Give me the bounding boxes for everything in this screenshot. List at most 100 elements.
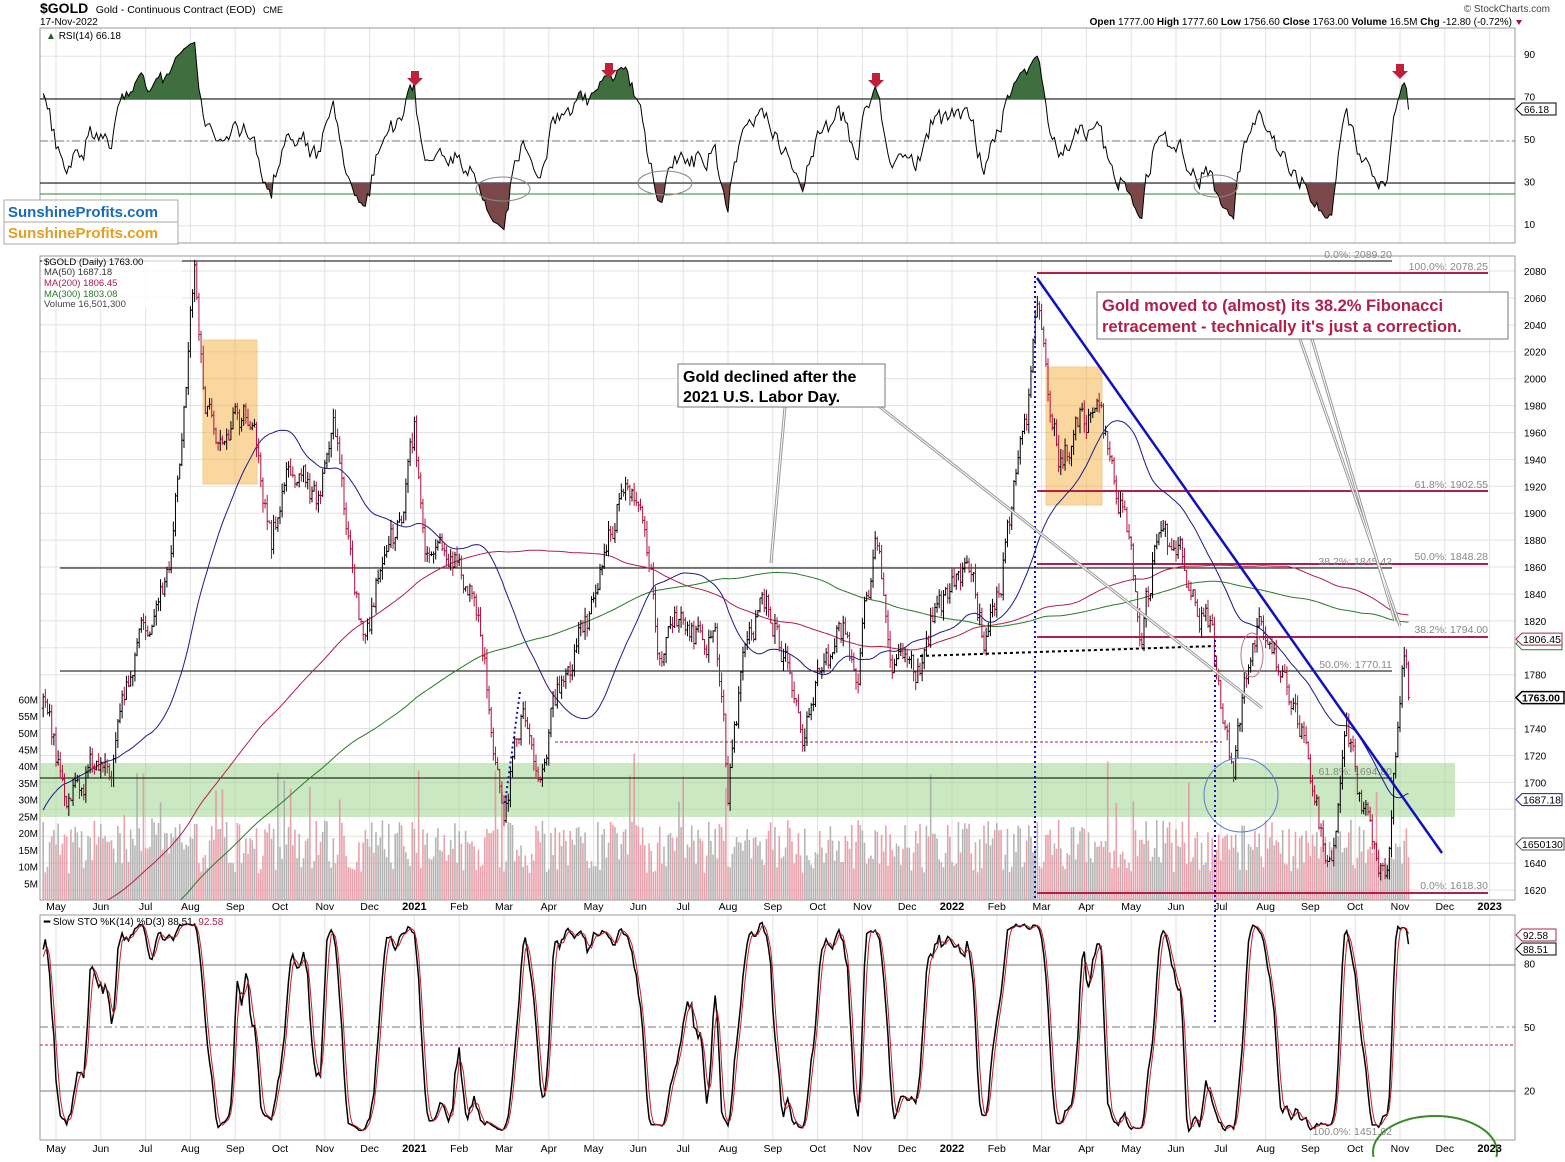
price-tick-label: 1940 bbox=[1524, 455, 1547, 466]
volume-bar bbox=[964, 823, 966, 900]
volume-bar bbox=[424, 844, 426, 900]
price-bar bbox=[444, 546, 448, 567]
volume-bar bbox=[701, 841, 704, 900]
price-tick-label: 1900 bbox=[1524, 509, 1547, 520]
open-value: 1777.00 bbox=[1118, 17, 1155, 28]
volume-bar bbox=[341, 822, 343, 900]
fib-label: 100.0%: 2078.25 bbox=[1409, 261, 1489, 273]
price-bar bbox=[1125, 506, 1129, 533]
price-bar bbox=[929, 607, 933, 648]
price-bar bbox=[873, 531, 877, 560]
volume-bar bbox=[68, 873, 70, 900]
volume-bar bbox=[548, 869, 550, 900]
volume-bar bbox=[1132, 801, 1135, 900]
volume-bar bbox=[646, 872, 648, 900]
price-bar bbox=[1159, 521, 1163, 538]
volume-bar bbox=[304, 840, 307, 900]
svg-text:Gold moved to (almost) its 38.: Gold moved to (almost) its 38.2% Fibonac… bbox=[1102, 297, 1443, 315]
volume-bar bbox=[159, 802, 162, 900]
price-bar bbox=[583, 607, 587, 640]
volume-bar bbox=[97, 837, 100, 900]
volume-bar bbox=[663, 846, 665, 900]
volume-bar bbox=[612, 824, 614, 900]
volume-bar bbox=[1224, 835, 1226, 900]
price-bar bbox=[743, 643, 747, 658]
volume-bar bbox=[970, 853, 972, 900]
volume-bar bbox=[441, 851, 443, 900]
ma200-line bbox=[106, 549, 1409, 900]
volume-bar bbox=[1106, 761, 1109, 900]
volume-bar bbox=[786, 820, 789, 900]
price-bar bbox=[173, 493, 177, 537]
volume-bar bbox=[432, 856, 435, 900]
volume-bar bbox=[1369, 846, 1371, 900]
volume-bar bbox=[1070, 827, 1073, 900]
volume-bar bbox=[725, 787, 727, 900]
price-bar bbox=[353, 564, 357, 596]
volume-bar bbox=[157, 822, 160, 900]
price-bar bbox=[771, 622, 775, 637]
volume-bar bbox=[119, 833, 121, 900]
price-bar bbox=[762, 588, 766, 613]
volume-bar bbox=[791, 841, 793, 900]
volume-bar bbox=[221, 789, 224, 900]
volume-bar bbox=[776, 867, 778, 900]
volume-bar bbox=[1390, 856, 1393, 900]
volume-bar bbox=[1316, 832, 1318, 900]
volume-bar bbox=[955, 863, 958, 900]
price-bar bbox=[1402, 647, 1406, 677]
copyright: © StockCharts.com bbox=[1464, 4, 1550, 15]
price-bar bbox=[280, 483, 284, 518]
volume-bar bbox=[513, 861, 516, 900]
volume-bar bbox=[437, 828, 439, 900]
price-bar bbox=[963, 557, 967, 573]
volume-bar bbox=[223, 837, 226, 900]
volume-bar bbox=[95, 844, 98, 900]
fib-label: 38.2%: 1794.00 bbox=[1414, 624, 1488, 636]
volume-bar bbox=[426, 833, 428, 900]
price-bar bbox=[924, 630, 928, 656]
price-bar bbox=[681, 611, 685, 625]
price-bar bbox=[1251, 643, 1255, 667]
volume-bar bbox=[281, 858, 283, 900]
month-label: 2022 bbox=[940, 901, 964, 913]
price-bar bbox=[455, 546, 459, 568]
fibonacci-callout: Gold moved to (almost) its 38.2% Fibonac… bbox=[1096, 291, 1509, 627]
volume-bar bbox=[151, 818, 153, 900]
price-bar bbox=[1121, 492, 1125, 513]
volume-bar bbox=[654, 870, 657, 900]
month-label: Sep bbox=[763, 1143, 782, 1155]
volume-bar bbox=[607, 842, 610, 900]
price-bar bbox=[344, 502, 348, 536]
volume-bar bbox=[481, 864, 484, 900]
volume-bar bbox=[850, 825, 853, 900]
volume-bar bbox=[326, 821, 328, 900]
month-label: Dec bbox=[898, 901, 917, 913]
volume-bar bbox=[537, 830, 539, 900]
volume-bar bbox=[641, 827, 644, 900]
price-bar bbox=[129, 671, 133, 687]
price-bar bbox=[724, 713, 728, 768]
volume-bar bbox=[93, 820, 96, 900]
volume-bar bbox=[836, 850, 838, 900]
volume-bar bbox=[356, 861, 358, 900]
legend-ma50: MA(50) 1687.18 bbox=[44, 267, 112, 278]
price-bar bbox=[880, 544, 884, 580]
price-bar bbox=[116, 719, 120, 748]
price-bar bbox=[1370, 814, 1374, 850]
volume-bar bbox=[661, 863, 663, 900]
price-bar bbox=[276, 517, 280, 532]
price-bar bbox=[346, 521, 350, 540]
volume-bar bbox=[202, 857, 204, 900]
down-arrow-icon bbox=[868, 73, 884, 88]
fib-label: 61.8%: 1902.55 bbox=[1414, 479, 1488, 491]
volume-bar bbox=[772, 850, 774, 900]
volume-bar bbox=[48, 842, 51, 900]
price-bar bbox=[1012, 480, 1016, 515]
volume-bar bbox=[1245, 870, 1248, 900]
volume-bar bbox=[816, 854, 819, 900]
price-bar bbox=[1116, 491, 1120, 515]
volume-bar bbox=[486, 828, 488, 900]
volume-bar bbox=[637, 826, 640, 900]
month-label: 2022 bbox=[940, 1143, 964, 1155]
